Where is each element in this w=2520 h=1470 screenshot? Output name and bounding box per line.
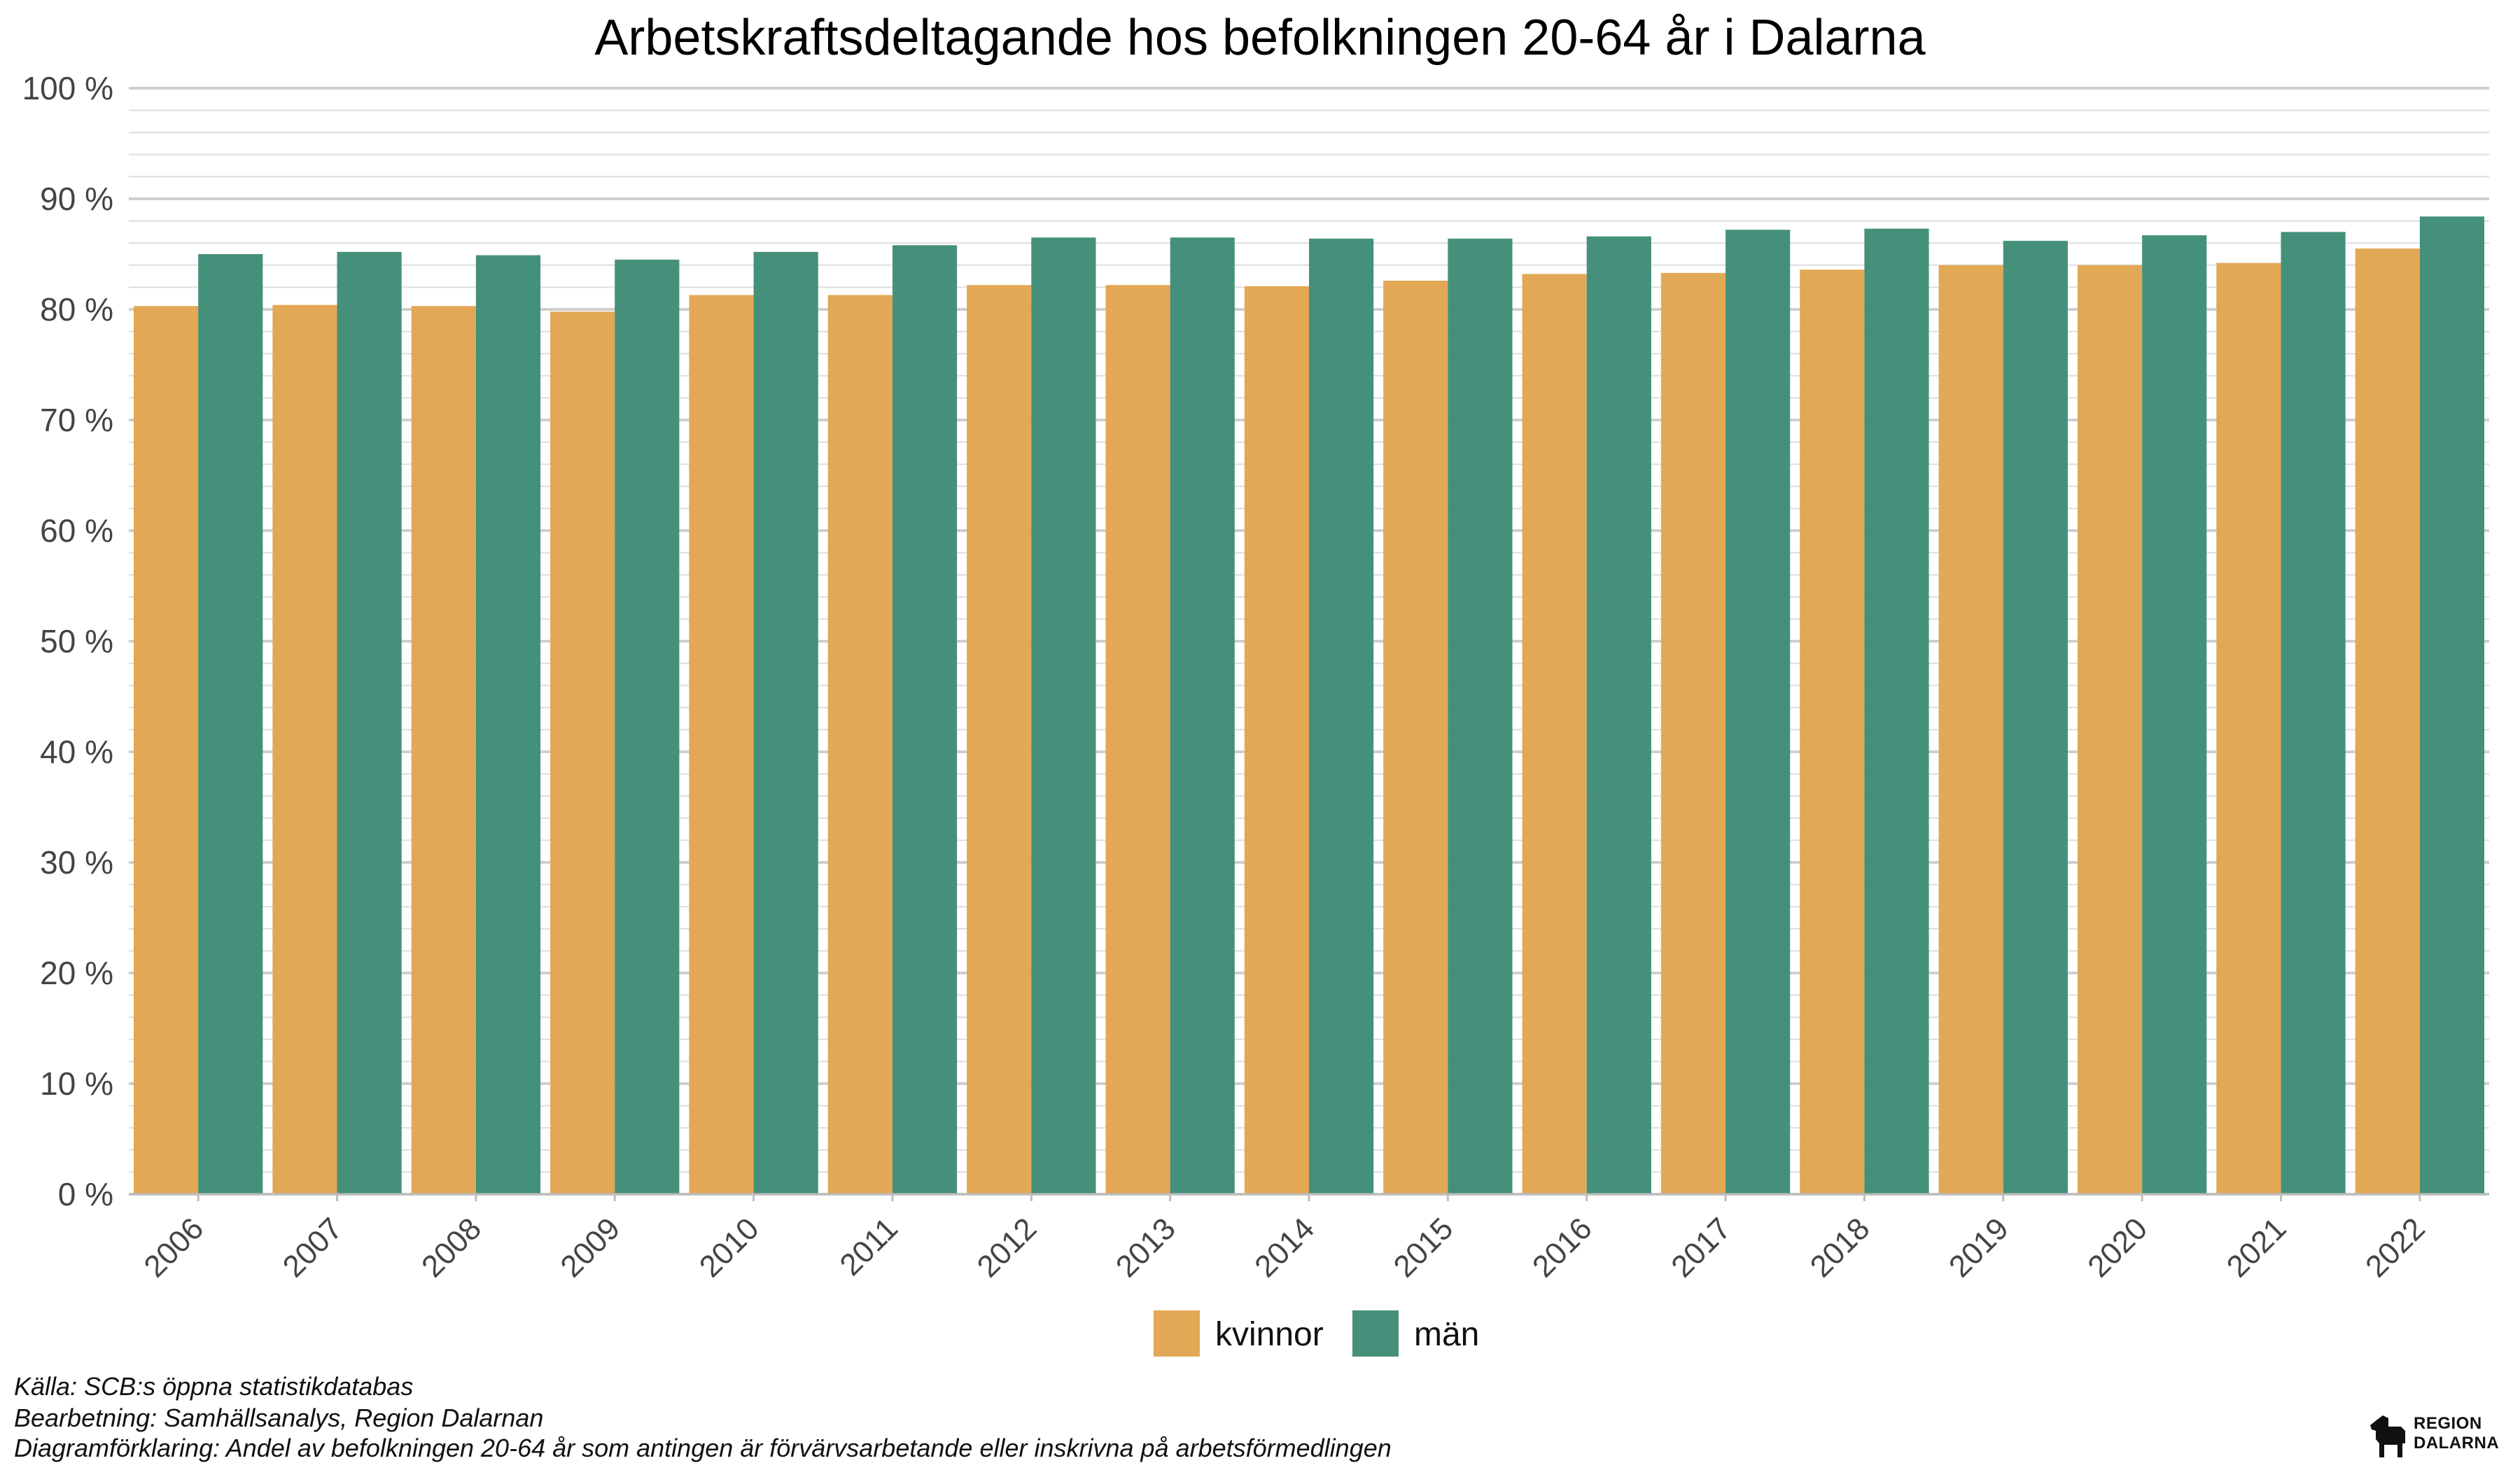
x-tick-label: 2008 — [415, 1211, 488, 1284]
logo-text-dalarna: DALARNA — [2414, 1434, 2500, 1452]
x-tick-label: 2013 — [1110, 1211, 1182, 1284]
logo-text-region: REGION — [2414, 1414, 2482, 1433]
x-tick-label: 2022 — [2359, 1211, 2432, 1284]
source-note: Källa: SCB:s öppna statistikdatabas — [14, 1372, 414, 1401]
bar-kvinnor-2013 — [1105, 285, 1170, 1194]
x-tick-label: 2007 — [276, 1211, 349, 1284]
x-tick-label: 2010 — [693, 1211, 766, 1284]
bar-kvinnor-2009 — [550, 312, 615, 1194]
bars — [134, 216, 2484, 1195]
bar-män-2012 — [1031, 237, 1096, 1194]
bar-kvinnor-2017 — [1660, 272, 1726, 1194]
y-tick-label: 40 % — [40, 734, 113, 770]
x-tick-label: 2016 — [1526, 1211, 1599, 1284]
y-axis: 0 % 10 % 20 % 30 % 40 % 50 % 60 % 70 % 80 % 90 % 1… — [22, 70, 113, 1212]
bar-kvinnor-2007 — [272, 304, 337, 1195]
chart-title: Arbetskraftsdeltagande hos befolkningen … — [594, 10, 1926, 66]
y-tick-label: 100 % — [22, 70, 113, 106]
x-tick-label: 2014 — [1248, 1211, 1321, 1284]
x-tick-label: 2020 — [2081, 1211, 2154, 1284]
bar-män-2016 — [1586, 236, 1651, 1195]
x-tick-label: 2019 — [1942, 1211, 2015, 1284]
bar-kvinnor-2015 — [1383, 280, 1448, 1194]
processing-note: Bearbetning: Samhällsanalys, Region Dala… — [14, 1404, 544, 1432]
bar-män-2020 — [2142, 235, 2207, 1194]
bar-kvinnor-2021 — [2216, 262, 2281, 1194]
legend-label-män: män — [1414, 1316, 1479, 1353]
bar-män-2019 — [2003, 241, 2068, 1194]
bar-män-2014 — [1309, 238, 1374, 1194]
y-tick-label: 30 % — [40, 844, 113, 881]
bar-män-2006 — [198, 254, 263, 1194]
bar-kvinnor-2011 — [827, 295, 892, 1195]
x-tick-label: 2021 — [2220, 1211, 2293, 1284]
bar-chart: Arbetskraftsdeltagande hos befolkningen … — [22, 10, 2489, 1357]
bar-män-2007 — [337, 251, 402, 1195]
y-tick-label: 90 % — [40, 181, 113, 217]
legend-swatch-kvinnor — [1154, 1310, 1200, 1357]
y-tick-label: 80 % — [40, 291, 113, 328]
y-tick-label: 50 % — [40, 623, 113, 659]
bar-kvinnor-2012 — [967, 285, 1032, 1194]
x-axis: 2006 2007 2008 2009 2010 2011 2012 2013 2014 2015… — [129, 1193, 2489, 1284]
bar-män-2022 — [2419, 216, 2484, 1194]
bar-män-2010 — [753, 251, 818, 1195]
bar-kvinnor-2006 — [134, 306, 199, 1194]
bar-kvinnor-2010 — [689, 295, 754, 1195]
x-tick-label: 2009 — [554, 1211, 626, 1284]
bar-män-2008 — [475, 255, 541, 1195]
x-tick-label: 2006 — [137, 1211, 210, 1284]
bar-män-2011 — [892, 245, 958, 1194]
bar-män-2015 — [1448, 238, 1513, 1194]
bar-kvinnor-2022 — [2355, 248, 2420, 1195]
bar-kvinnor-2014 — [1244, 286, 1309, 1194]
bar-män-2017 — [1726, 230, 1791, 1194]
x-tick-label: 2017 — [1665, 1211, 1737, 1284]
y-tick-label: 60 % — [40, 512, 113, 549]
bar-män-2021 — [2281, 232, 2346, 1194]
y-tick-label: 0 % — [58, 1176, 113, 1212]
y-tick-label: 10 % — [40, 1065, 113, 1102]
bar-kvinnor-2018 — [1800, 270, 1865, 1194]
region-dalarna-logo: REGION DALARNA — [2367, 1407, 2507, 1463]
bar-kvinnor-2020 — [2077, 265, 2143, 1194]
x-tick-label: 2018 — [1804, 1211, 1877, 1284]
bar-män-2013 — [1170, 237, 1235, 1194]
x-tick-label: 2012 — [970, 1211, 1043, 1284]
explanation-note: Diagramförklaring: Andel av befolkningen… — [14, 1434, 1392, 1462]
y-tick-label: 20 % — [40, 955, 113, 991]
dala-horse-icon — [2370, 1415, 2405, 1457]
legend-label-kvinnor: kvinnor — [1215, 1316, 1324, 1353]
y-tick-label: 70 % — [40, 402, 113, 438]
x-tick-label: 2011 — [833, 1211, 904, 1282]
bar-män-2009 — [615, 259, 680, 1194]
bar-kvinnor-2008 — [411, 306, 476, 1194]
bar-kvinnor-2019 — [1938, 265, 2003, 1194]
x-tick-label: 2015 — [1387, 1211, 1460, 1284]
bar-kvinnor-2016 — [1522, 274, 1587, 1195]
legend-swatch-män — [1352, 1310, 1399, 1357]
legend: kvinnor män — [1154, 1310, 1479, 1357]
bar-män-2018 — [1864, 228, 1929, 1194]
